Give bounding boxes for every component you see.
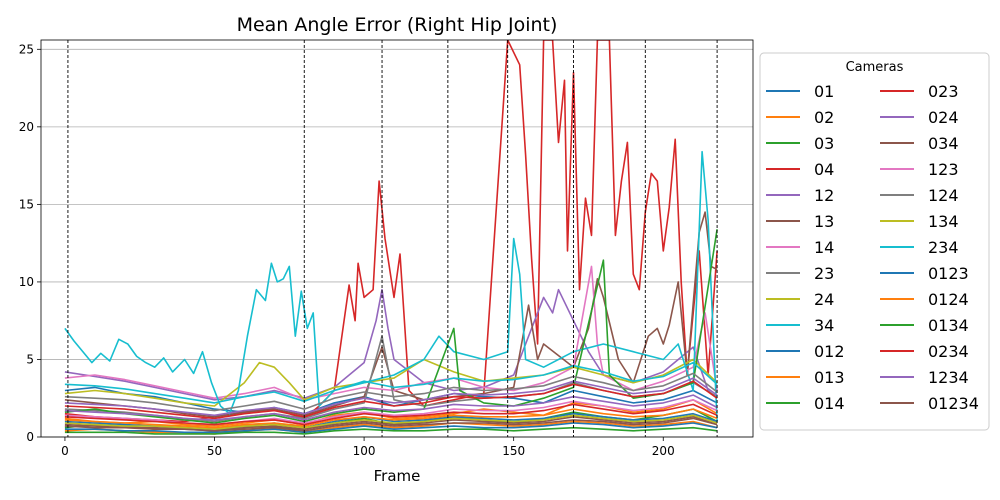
legend-title: Cameras — [846, 60, 904, 75]
legend-label-01234: 01234 — [928, 394, 979, 413]
legend-label-03: 03 — [814, 134, 834, 153]
x-tick-label: 150 — [502, 444, 525, 458]
y-tick-label: 0 — [26, 430, 34, 444]
legend-label-24: 24 — [814, 290, 834, 309]
series-line-01234 — [64, 417, 718, 432]
legend-label-134: 134 — [928, 212, 959, 231]
series-line-0234 — [64, 403, 718, 426]
legend-label-01: 01 — [814, 82, 834, 101]
legend-label-12: 12 — [814, 186, 834, 205]
legend-label-012: 012 — [814, 342, 845, 361]
series-line-134 — [64, 414, 718, 430]
legend-label-234: 234 — [928, 238, 959, 257]
series-line-124 — [64, 372, 718, 412]
series-line-1234 — [64, 394, 718, 421]
series-line-34 — [64, 150, 718, 422]
legend-label-013: 013 — [814, 368, 845, 387]
x-axis-label: Frame — [374, 467, 421, 485]
y-tick-label: 10 — [19, 275, 34, 289]
legend-label-34: 34 — [814, 316, 834, 335]
series-group — [64, 40, 718, 435]
series-line-0124 — [64, 408, 718, 429]
legend-label-0234: 0234 — [928, 342, 969, 361]
y-tick-label: 20 — [19, 120, 34, 134]
x-tick-label: 50 — [207, 444, 222, 458]
y-tick-label: 25 — [19, 42, 34, 56]
y-tick-label: 15 — [19, 197, 34, 211]
plot-frame — [40, 39, 754, 438]
y-tick-label: 5 — [26, 352, 34, 366]
legend-label-14: 14 — [814, 238, 834, 257]
legend-label-1234: 1234 — [928, 368, 969, 387]
series-line-023 — [64, 380, 718, 420]
x-tick-label: 0 — [61, 444, 69, 458]
plot-area: 0 5 10 15 20 25 0 50 100 150 200 — [19, 39, 754, 458]
legend-label-0124: 0124 — [928, 290, 969, 309]
legend-label-0123: 0123 — [928, 264, 969, 283]
legend-label-04: 04 — [814, 160, 834, 179]
x-tick-label: 100 — [353, 444, 376, 458]
series-line-0134 — [64, 426, 718, 435]
legend-label-023: 023 — [928, 82, 959, 101]
series-line-0123 — [64, 422, 718, 434]
legend-label-034: 034 — [928, 134, 959, 153]
legend-label-014: 014 — [814, 394, 845, 413]
legend-label-13: 13 — [814, 212, 834, 231]
series-line-024 — [64, 377, 718, 417]
series-line-04 — [64, 40, 718, 423]
legend-label-0134: 0134 — [928, 316, 969, 335]
legend: Cameras 01 02 03 04 12 13 14 23 24 34 012 013 014 023 0… — [759, 52, 990, 431]
x-tick-label: 200 — [652, 444, 675, 458]
legend-box — [759, 52, 990, 431]
series-line-13 — [64, 211, 718, 418]
chart-title: Mean Angle Error (Right Hip Joint) — [237, 14, 558, 36]
legend-label-123: 123 — [928, 160, 959, 179]
legend-label-124: 124 — [928, 186, 959, 205]
legend-label-23: 23 — [814, 264, 834, 283]
legend-label-024: 024 — [928, 108, 959, 127]
series-line-234 — [64, 361, 718, 404]
legend-label-02: 02 — [814, 108, 834, 127]
